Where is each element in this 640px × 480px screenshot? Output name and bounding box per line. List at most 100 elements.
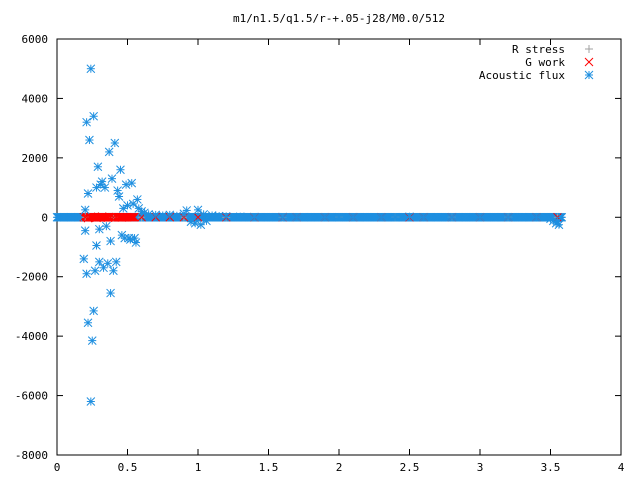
data-point [461,212,471,222]
data-point [130,212,139,222]
data-point [362,212,372,222]
data-point [144,209,154,219]
data-point [87,336,97,345]
data-point [320,212,330,222]
g-work-band-point [126,212,136,222]
data-point [133,195,142,204]
axes: 0 0.5 1 1.5 2 2.5 3 3.5 4 6000 4000 2000 0 -2000 -4000… [15,33,625,474]
x-tick-label: 2 [336,461,343,474]
data-point [86,397,96,406]
y-tick-label: 0 [41,211,48,224]
x-tick-label: 1 [195,461,202,474]
data-point [391,212,400,222]
x-tick-label: 4 [618,461,625,474]
data-point [264,212,273,222]
data-point [348,212,358,222]
data-point [207,211,217,220]
data-point [221,212,231,221]
data-point [120,212,130,222]
data-point [83,318,93,328]
data-point [93,162,103,172]
data-point [250,212,259,222]
data-point [85,135,94,145]
data-point [121,180,131,189]
x-tick-label: 3.5 [541,461,561,474]
legend-marker [584,57,594,67]
data-point [489,212,499,222]
data-point [123,212,132,222]
data-point [107,174,117,184]
g-work-band-point [127,212,137,222]
legend-label: R stress [512,43,565,56]
data-point [419,212,428,222]
g-work-band-point [129,212,139,222]
y-tick-label: -2000 [15,271,48,284]
y-tick-label: -4000 [15,330,48,343]
legend-label: Acoustic flux [479,69,565,82]
data-point [83,189,93,198]
data-point [182,206,192,215]
data-point [503,212,513,222]
data-point [86,64,96,74]
data-point [109,266,118,276]
data-point [131,238,141,247]
x-tick-label: 0.5 [118,461,138,474]
data-point [114,192,124,201]
data-point [151,210,161,220]
data-point [111,257,121,267]
legend-marker [584,70,594,80]
data-point [123,201,132,210]
data-point [165,210,175,220]
data-point [278,212,287,222]
data-point [127,178,137,188]
y-tick-label: 4000 [22,92,49,105]
data-point [190,218,200,228]
data-point [193,205,203,215]
data-point [59,212,69,222]
data-point [475,212,485,222]
data-point [306,212,316,222]
data-point [113,186,122,195]
data-point [92,241,101,250]
data-point [80,226,90,236]
data-point [103,258,113,268]
x-tick-label: 2.5 [400,461,420,474]
data-point [120,233,130,243]
data-point [100,183,110,192]
data-point [104,147,114,157]
series-acoustic-flux [59,64,567,406]
x-tick-label: 0 [54,461,61,474]
data-point [80,205,90,215]
data-point [532,212,541,222]
legend-marker [585,45,593,53]
data-point [66,212,76,222]
data-point [405,212,414,222]
data-point [447,212,457,222]
x-tick-label: 3 [477,461,484,474]
data-point [90,266,100,276]
data-point [94,257,104,267]
data-point [82,117,91,127]
y-tick-label: 2000 [22,152,49,165]
series-layer [52,64,567,406]
data-point [376,212,386,222]
chart-title: m1/n1.5/q1.5/r-+.05-j28/M0.0/512 [233,12,445,25]
data-point [433,212,443,222]
data-point [158,211,168,220]
data-point [292,212,302,222]
data-point [97,212,107,221]
data-point [106,236,115,246]
data-point [101,221,111,231]
data-point [214,211,224,221]
data-point [92,213,101,223]
data-point [89,111,99,121]
data-point [554,220,564,230]
legend-label: G work [525,56,565,69]
data-point [517,212,527,222]
y-tick-label: -6000 [15,390,48,403]
data-point [172,211,182,221]
data-point [106,288,115,298]
plot-frame [56,38,622,456]
data-point [94,224,104,234]
